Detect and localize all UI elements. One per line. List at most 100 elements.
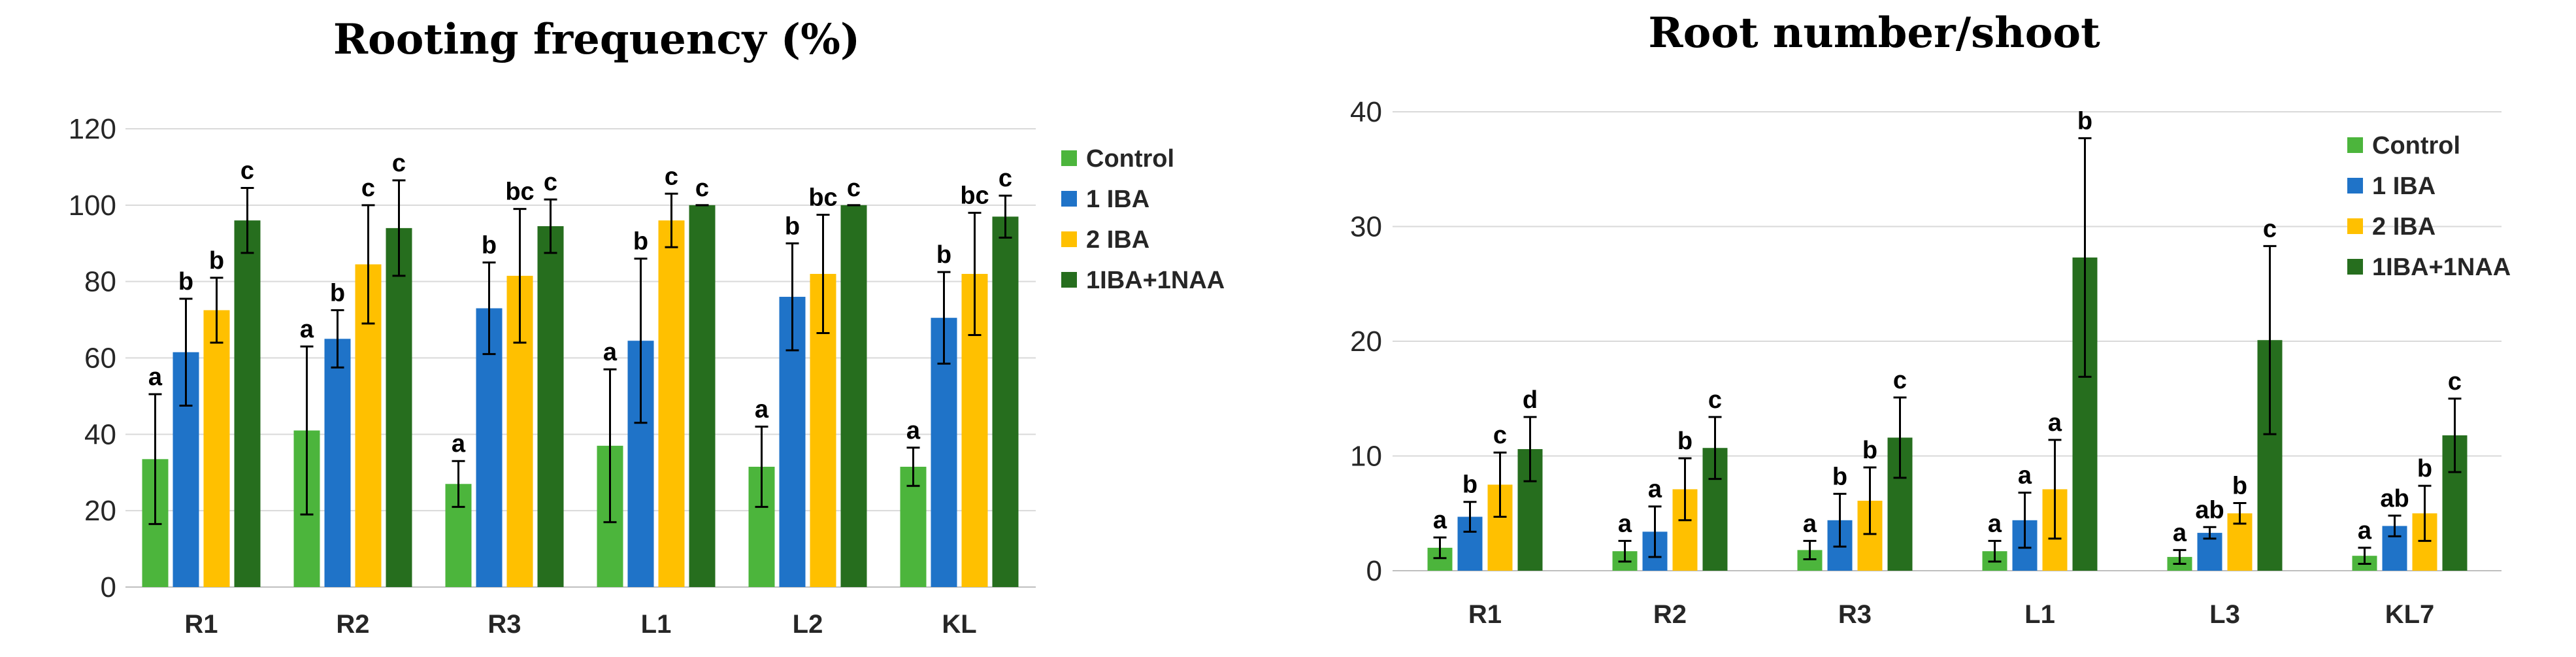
legend-label: 2 IBA	[2372, 213, 2436, 241]
legend-label: 1IBA+1NAA	[2372, 254, 2511, 281]
legend-swatch	[2347, 137, 2363, 153]
significance-label: a	[1803, 510, 1817, 537]
y-tick-label: 20	[1350, 326, 1382, 358]
significance-label: a	[2358, 517, 2372, 545]
y-tick-label: 40	[84, 418, 116, 450]
x-tick-label: L3	[2209, 600, 2240, 629]
bar-kl-1iba-1naa	[992, 216, 1019, 587]
legend-label: Control	[1086, 145, 1174, 173]
significance-label: c	[847, 175, 861, 202]
x-tick-label: KL7	[2385, 600, 2435, 629]
y-tick-label: 0	[101, 571, 116, 603]
root-number-svg: Root number/shoot010203040abcdR1aabcR2ab…	[1350, 8, 2511, 629]
significance-label: a	[1648, 476, 1662, 503]
y-tick-label: 10	[1350, 441, 1382, 473]
y-tick-label: 60	[84, 343, 116, 375]
significance-label: a	[906, 417, 921, 445]
bar-r1-1iba-1naa	[234, 220, 261, 587]
x-tick-label: R3	[1838, 600, 1872, 629]
bar-r2-1iba-1naa	[386, 227, 412, 588]
significance-label: ab	[2195, 496, 2224, 524]
x-tick-label: L1	[2024, 600, 2055, 629]
significance-label: c	[695, 175, 709, 202]
legend-swatch	[1061, 231, 1077, 247]
y-tick-label: 100	[69, 190, 116, 222]
significance-label: b	[2077, 107, 2092, 135]
legend-label: Control	[2372, 132, 2460, 160]
significance-label: a	[148, 363, 163, 391]
significance-label: b	[209, 247, 224, 275]
significance-label: c	[361, 175, 375, 202]
y-tick-label: 80	[84, 266, 116, 298]
significance-label: a	[2018, 462, 2032, 490]
legend-label: 1 IBA	[2372, 173, 2436, 200]
x-tick-label: KL	[942, 610, 976, 639]
y-tick-label: 120	[69, 113, 116, 145]
significance-label: c	[392, 150, 406, 177]
x-tick-label: R1	[184, 610, 218, 639]
legend-swatch	[2347, 259, 2363, 275]
bar-r3-1iba-1naa	[537, 226, 564, 587]
x-tick-label: R2	[336, 610, 369, 639]
significance-label: b	[482, 231, 497, 259]
x-tick-label: R3	[487, 610, 521, 639]
significance-label: ab	[2380, 485, 2409, 513]
significance-label: a	[755, 396, 769, 424]
chart-title: Rooting frequency (%)	[333, 15, 860, 64]
significance-label: c	[240, 158, 254, 185]
significance-label: a	[1988, 510, 2002, 537]
significance-label: c	[1493, 422, 1507, 449]
significance-label: c	[544, 169, 557, 196]
significance-label: b	[1677, 428, 1693, 455]
legend-label: 1IBA+1NAA	[1086, 267, 1225, 294]
root-number-chart: Root number/shoot 0 10 20 30 40 a b c d R1 a a b c R2 a b…	[1288, 0, 2576, 657]
significance-label: a	[2048, 409, 2062, 437]
significance-label: bc	[808, 184, 837, 211]
x-tick-label: L2	[793, 610, 823, 639]
significance-label: b	[785, 212, 800, 240]
significance-label: d	[1523, 386, 1538, 414]
significance-label: c	[665, 163, 678, 190]
bar-l1-1iba-1naa	[689, 205, 716, 587]
significance-label: b	[1462, 471, 1478, 499]
x-tick-label: R2	[1653, 600, 1687, 629]
significance-label: bc	[960, 182, 989, 210]
bar-l1-2-iba	[658, 220, 685, 587]
bar-l2-1iba-1naa	[840, 205, 867, 587]
legend-swatch	[2347, 218, 2363, 234]
legend-swatch	[1061, 150, 1077, 166]
significance-label: a	[1618, 510, 1632, 537]
chart-title: Root number/shoot	[1648, 8, 2100, 58]
significance-label: a	[2173, 519, 2187, 547]
significance-label: c	[1893, 367, 1907, 394]
bar-r1-2-iba	[203, 310, 230, 587]
legend-swatch	[1061, 191, 1077, 207]
legend-label: 1 IBA	[1086, 186, 1149, 213]
rooting-frequency-chart: Rooting frequency (%) 0 20 40 60 80 100 120 a b b c…	[69, 15, 1225, 639]
significance-label: c	[2263, 215, 2277, 243]
bar-r2-1-iba	[324, 339, 351, 587]
significance-label: bc	[505, 178, 534, 206]
legend-swatch	[2347, 178, 2363, 194]
significance-label: b	[633, 228, 648, 256]
y-tick-label: 40	[1350, 96, 1382, 128]
significance-label: b	[1862, 437, 1877, 464]
significance-label: b	[178, 268, 193, 295]
significance-label: a	[1433, 507, 1447, 534]
rooting-frequency-svg: Rooting frequency (%)020406080100120abbc…	[69, 15, 1225, 639]
significance-label: a	[300, 316, 314, 343]
legend-label: 2 IBA	[1086, 226, 1149, 254]
significance-label: b	[2417, 455, 2432, 482]
significance-label: b	[330, 279, 345, 307]
y-tick-label: 0	[1366, 555, 1382, 587]
significance-label: c	[2448, 368, 2462, 396]
x-tick-label: R1	[1468, 600, 1502, 629]
legend-swatch	[1061, 272, 1077, 288]
significance-label: a	[452, 430, 466, 458]
x-tick-label: L1	[641, 610, 672, 639]
y-tick-label: 30	[1350, 211, 1382, 243]
significance-label: b	[1832, 463, 1847, 490]
significance-label: b	[2232, 472, 2247, 499]
significance-label: a	[603, 339, 618, 366]
y-tick-label: 20	[84, 495, 116, 527]
